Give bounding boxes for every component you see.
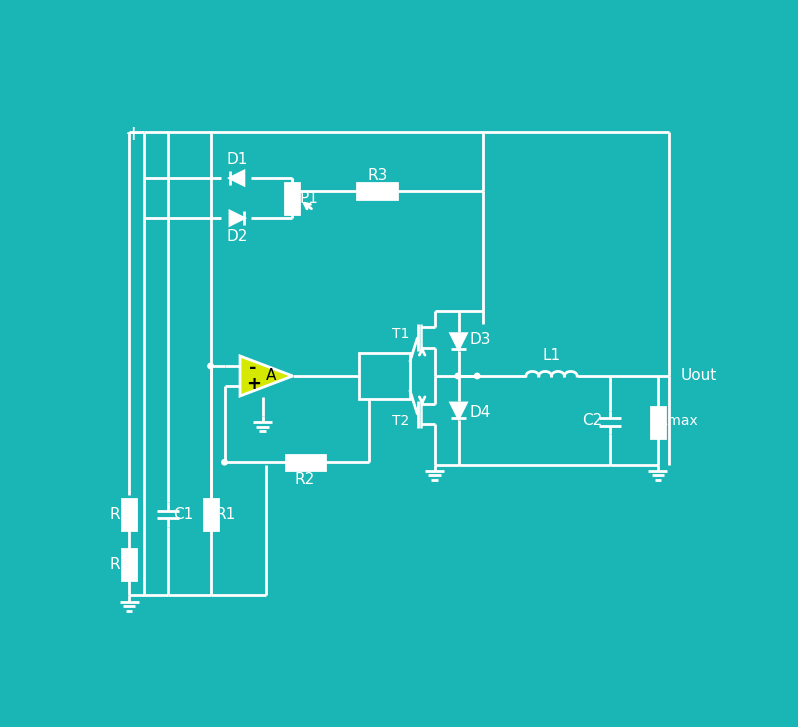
- Circle shape: [475, 373, 480, 379]
- Text: R3: R3: [367, 168, 387, 183]
- Text: C2: C2: [583, 413, 602, 428]
- Text: T2: T2: [392, 414, 409, 427]
- Polygon shape: [451, 403, 466, 418]
- Text: RLmax: RLmax: [651, 414, 699, 427]
- Text: C1: C1: [173, 507, 194, 522]
- Text: R: R: [110, 557, 120, 572]
- Bar: [285, 182, 299, 214]
- Bar: [203, 499, 218, 530]
- Text: A: A: [266, 369, 276, 383]
- Polygon shape: [240, 356, 293, 396]
- Text: -: -: [250, 359, 257, 377]
- Polygon shape: [230, 212, 244, 225]
- Text: D2: D2: [227, 229, 247, 244]
- Text: L1: L1: [543, 348, 561, 364]
- Bar: [651, 407, 665, 438]
- Text: R2: R2: [295, 472, 315, 486]
- Text: T1: T1: [392, 327, 409, 342]
- Bar: [122, 549, 136, 580]
- Polygon shape: [230, 171, 244, 185]
- Text: +: +: [125, 124, 143, 144]
- Bar: [286, 454, 325, 470]
- Text: P1: P1: [299, 190, 318, 206]
- Bar: [357, 183, 397, 199]
- Text: +: +: [246, 374, 261, 393]
- Text: D4: D4: [469, 405, 491, 419]
- Text: R: R: [110, 507, 120, 522]
- Text: R1: R1: [216, 507, 236, 522]
- Circle shape: [455, 373, 460, 379]
- Text: Uout: Uout: [681, 369, 717, 383]
- Polygon shape: [451, 334, 466, 349]
- Circle shape: [207, 364, 213, 369]
- Text: D3: D3: [469, 332, 491, 348]
- Text: D1: D1: [227, 152, 247, 167]
- Bar: [359, 353, 409, 399]
- Bar: [122, 499, 136, 530]
- Circle shape: [222, 459, 227, 465]
